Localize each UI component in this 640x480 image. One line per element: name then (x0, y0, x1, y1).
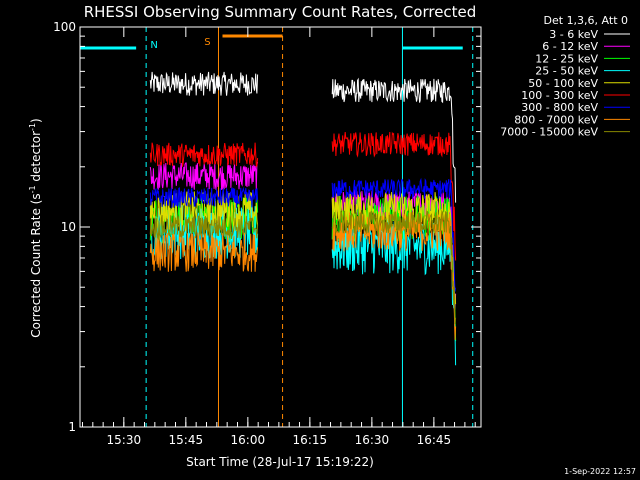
y-axis-label: Corrected Count Rate (s-1 detector-1) (28, 118, 43, 337)
legend-label-5: 100 - 300 keV (521, 89, 598, 102)
y-axis-label-end: ) (29, 118, 43, 123)
generation-timestamp: 1-Sep-2022 12:57 (564, 467, 636, 476)
y-tick-label-0: 1 (68, 420, 76, 434)
y-axis-label-sup1: -1 (28, 185, 37, 193)
y-axis-label-sup2: -1 (28, 123, 37, 131)
x-axis-ticks: 15:30 15:45 16:00 16:15 16:30 16:45 (81, 27, 476, 447)
chart-title: RHESSI Observing Summary Count Rates, Co… (84, 3, 477, 21)
x-tick-label-5: 16:45 (417, 433, 452, 447)
series-line-0 (149, 71, 457, 203)
legend-label-3: 25 - 50 keV (535, 65, 598, 78)
y-axis-label-main: Corrected Count Rate (s (29, 193, 43, 337)
series-layer (149, 71, 457, 366)
legend-label-0: 3 - 6 keV (549, 28, 598, 41)
y-tick-label-2: 100 (53, 20, 76, 34)
x-tick-label-3: 16:15 (293, 433, 328, 447)
x-tick-label-0: 15:30 (107, 433, 142, 447)
legend-label-2: 12 - 25 keV (535, 52, 598, 65)
y-axis-ticks: 1 10 100 (53, 20, 481, 434)
y-tick-label-1: 10 (61, 220, 76, 234)
legend-label-4: 50 - 100 keV (528, 77, 598, 90)
legend-label-7: 800 - 7000 keV (514, 113, 598, 126)
legend-label-6: 300 - 800 keV (521, 101, 598, 114)
x-tick-label-1: 15:45 (169, 433, 204, 447)
x-tick-label-2: 16:00 (231, 433, 266, 447)
series-line-6 (149, 177, 457, 292)
x-tick-label-4: 16:30 (355, 433, 390, 447)
legend-label-8: 7000 - 15000 keV (500, 126, 598, 139)
y-axis-label-mid: detector (29, 131, 43, 186)
legend-label-1: 6 - 12 keV (542, 40, 598, 53)
series-line-5 (149, 131, 457, 261)
saa-label: S (204, 37, 210, 48)
x-axis-label: Start Time (28-Jul-17 15:19:22) (186, 455, 374, 469)
series-line-7 (149, 211, 457, 340)
legend-title: Det 1,3,6, Att 0 (544, 14, 628, 27)
series-line-8 (149, 209, 457, 325)
night-label: N (150, 40, 157, 51)
